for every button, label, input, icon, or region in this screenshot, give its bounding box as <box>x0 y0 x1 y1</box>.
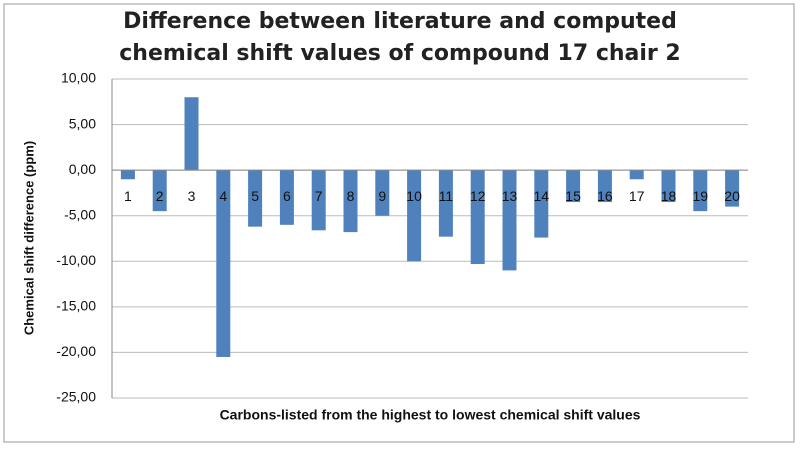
x-tick-label: 12 <box>470 188 486 204</box>
y-tick-label: 0,00 <box>69 161 96 177</box>
bar <box>661 170 676 203</box>
x-tick-label: 2 <box>156 188 164 204</box>
x-tick-label: 4 <box>219 188 227 204</box>
y-tick-label: -5,00 <box>64 206 96 222</box>
x-tick-label: 7 <box>315 188 323 204</box>
x-tick-label: 19 <box>693 188 709 204</box>
x-tick-label: 5 <box>251 188 259 204</box>
x-tick-label: 6 <box>283 188 291 204</box>
bar <box>693 170 708 212</box>
x-tick-label: 1 <box>124 188 132 204</box>
x-tick-label: 8 <box>347 188 355 204</box>
x-tick-label: 16 <box>597 188 613 204</box>
bar <box>566 170 581 203</box>
x-tick-label: 17 <box>629 188 645 204</box>
x-tick-label: 10 <box>406 188 422 204</box>
bar <box>184 97 199 171</box>
bar <box>152 170 167 212</box>
bar <box>120 170 135 180</box>
bar <box>375 170 390 216</box>
x-tick-label: 3 <box>188 188 196 204</box>
bar <box>470 170 485 265</box>
x-tick-label: 13 <box>502 188 518 204</box>
y-tick-label: 10,00 <box>61 70 96 86</box>
bar <box>279 170 294 225</box>
y-tick-label: 5,00 <box>69 115 96 131</box>
bar <box>343 170 358 233</box>
x-tick-label: 15 <box>565 188 581 204</box>
y-axis-label: Chemical shift difference (ppm) <box>21 141 36 335</box>
x-tick-label: 20 <box>724 188 740 204</box>
y-tick-label: -20,00 <box>56 343 96 359</box>
bar <box>534 170 549 238</box>
chart-title: Difference between literature and comput… <box>119 9 681 66</box>
bar <box>597 170 612 203</box>
bar <box>311 170 326 231</box>
x-tick-label: 9 <box>378 188 386 204</box>
x-tick-label: 11 <box>439 188 454 204</box>
bar <box>216 170 231 357</box>
bar <box>502 170 517 271</box>
bar <box>407 170 422 262</box>
bar <box>438 170 453 237</box>
x-tick-label: 18 <box>661 188 677 204</box>
x-tick-label: 14 <box>534 188 550 204</box>
bar <box>725 170 740 207</box>
y-tick-label: -25,00 <box>56 389 96 405</box>
bar <box>629 170 644 180</box>
x-axis-label: Carbons-listed from the highest to lowes… <box>220 407 641 423</box>
y-tick-label: -15,00 <box>56 298 96 314</box>
y-tick-label: -10,00 <box>56 252 96 268</box>
chart-border <box>3 3 795 443</box>
bar <box>248 170 263 227</box>
